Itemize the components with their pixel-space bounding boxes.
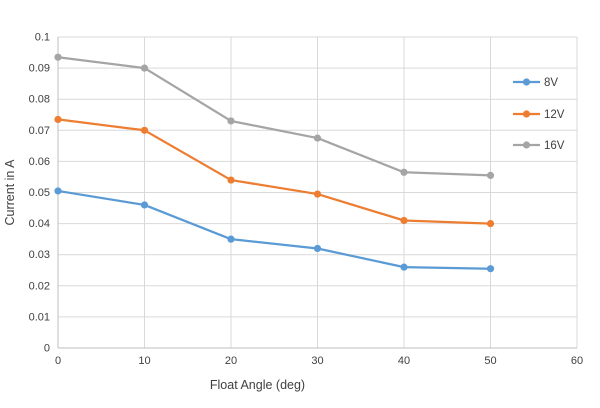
y-tick-label: 0.02 [29, 280, 50, 292]
data-point-8V [54, 187, 62, 195]
x-tick-label: 50 [484, 355, 496, 367]
x-tick-label: 20 [225, 355, 237, 367]
y-tick-label: 0 [44, 343, 50, 355]
data-point-8V [486, 265, 495, 273]
y-tick-label: 0.08 [29, 94, 50, 106]
y-tick-label: 0.05 [29, 187, 50, 199]
data-point-12V [313, 190, 322, 198]
y-tick-label: 0.03 [29, 249, 50, 261]
legend-label-12V[interactable]: 12V [544, 109, 565, 121]
data-point-16V [313, 134, 322, 142]
data-point-12V [486, 220, 495, 228]
x-tick-label: 60 [571, 355, 583, 367]
legend-marker-16V [522, 141, 531, 149]
series-line-16V [57, 56, 491, 177]
x-tick-label: 30 [311, 355, 323, 367]
data-point-12V [227, 176, 235, 184]
y-tick-label: 0.1 [35, 32, 50, 44]
data-point-16V [400, 168, 408, 176]
y-tick-label: 0.09 [29, 63, 50, 75]
y-tick-label: 0.06 [29, 156, 50, 168]
y-tick-label: 0.07 [29, 125, 50, 137]
y-tick-label: 0.04 [29, 218, 50, 230]
legend-marker-8V [522, 78, 531, 86]
data-point-16V [227, 117, 235, 125]
data-point-12V [54, 115, 62, 124]
y-tick-label: 0.01 [29, 311, 50, 323]
legend-marker-12V [522, 110, 531, 118]
series-line-12V [57, 118, 491, 225]
data-point-8V [227, 235, 235, 243]
x-tick-label: 40 [398, 355, 410, 367]
data-point-16V [140, 64, 149, 72]
y-axis-title: Current in A [3, 159, 17, 226]
data-point-8V [313, 244, 322, 253]
data-point-16V [486, 171, 495, 179]
series-line-8V [57, 189, 491, 270]
legend-label-8V[interactable]: 8V [544, 77, 558, 89]
x-tick-label: 10 [138, 355, 150, 367]
data-point-8V [140, 201, 149, 209]
x-axis-title: Float Angle (deg) [210, 378, 305, 392]
data-point-12V [400, 216, 408, 225]
data-point-12V [140, 126, 149, 134]
data-point-16V [54, 53, 62, 61]
legend-label-16V[interactable]: 16V [544, 140, 565, 152]
x-tick-label: 0 [55, 355, 61, 367]
data-point-8V [400, 263, 408, 271]
